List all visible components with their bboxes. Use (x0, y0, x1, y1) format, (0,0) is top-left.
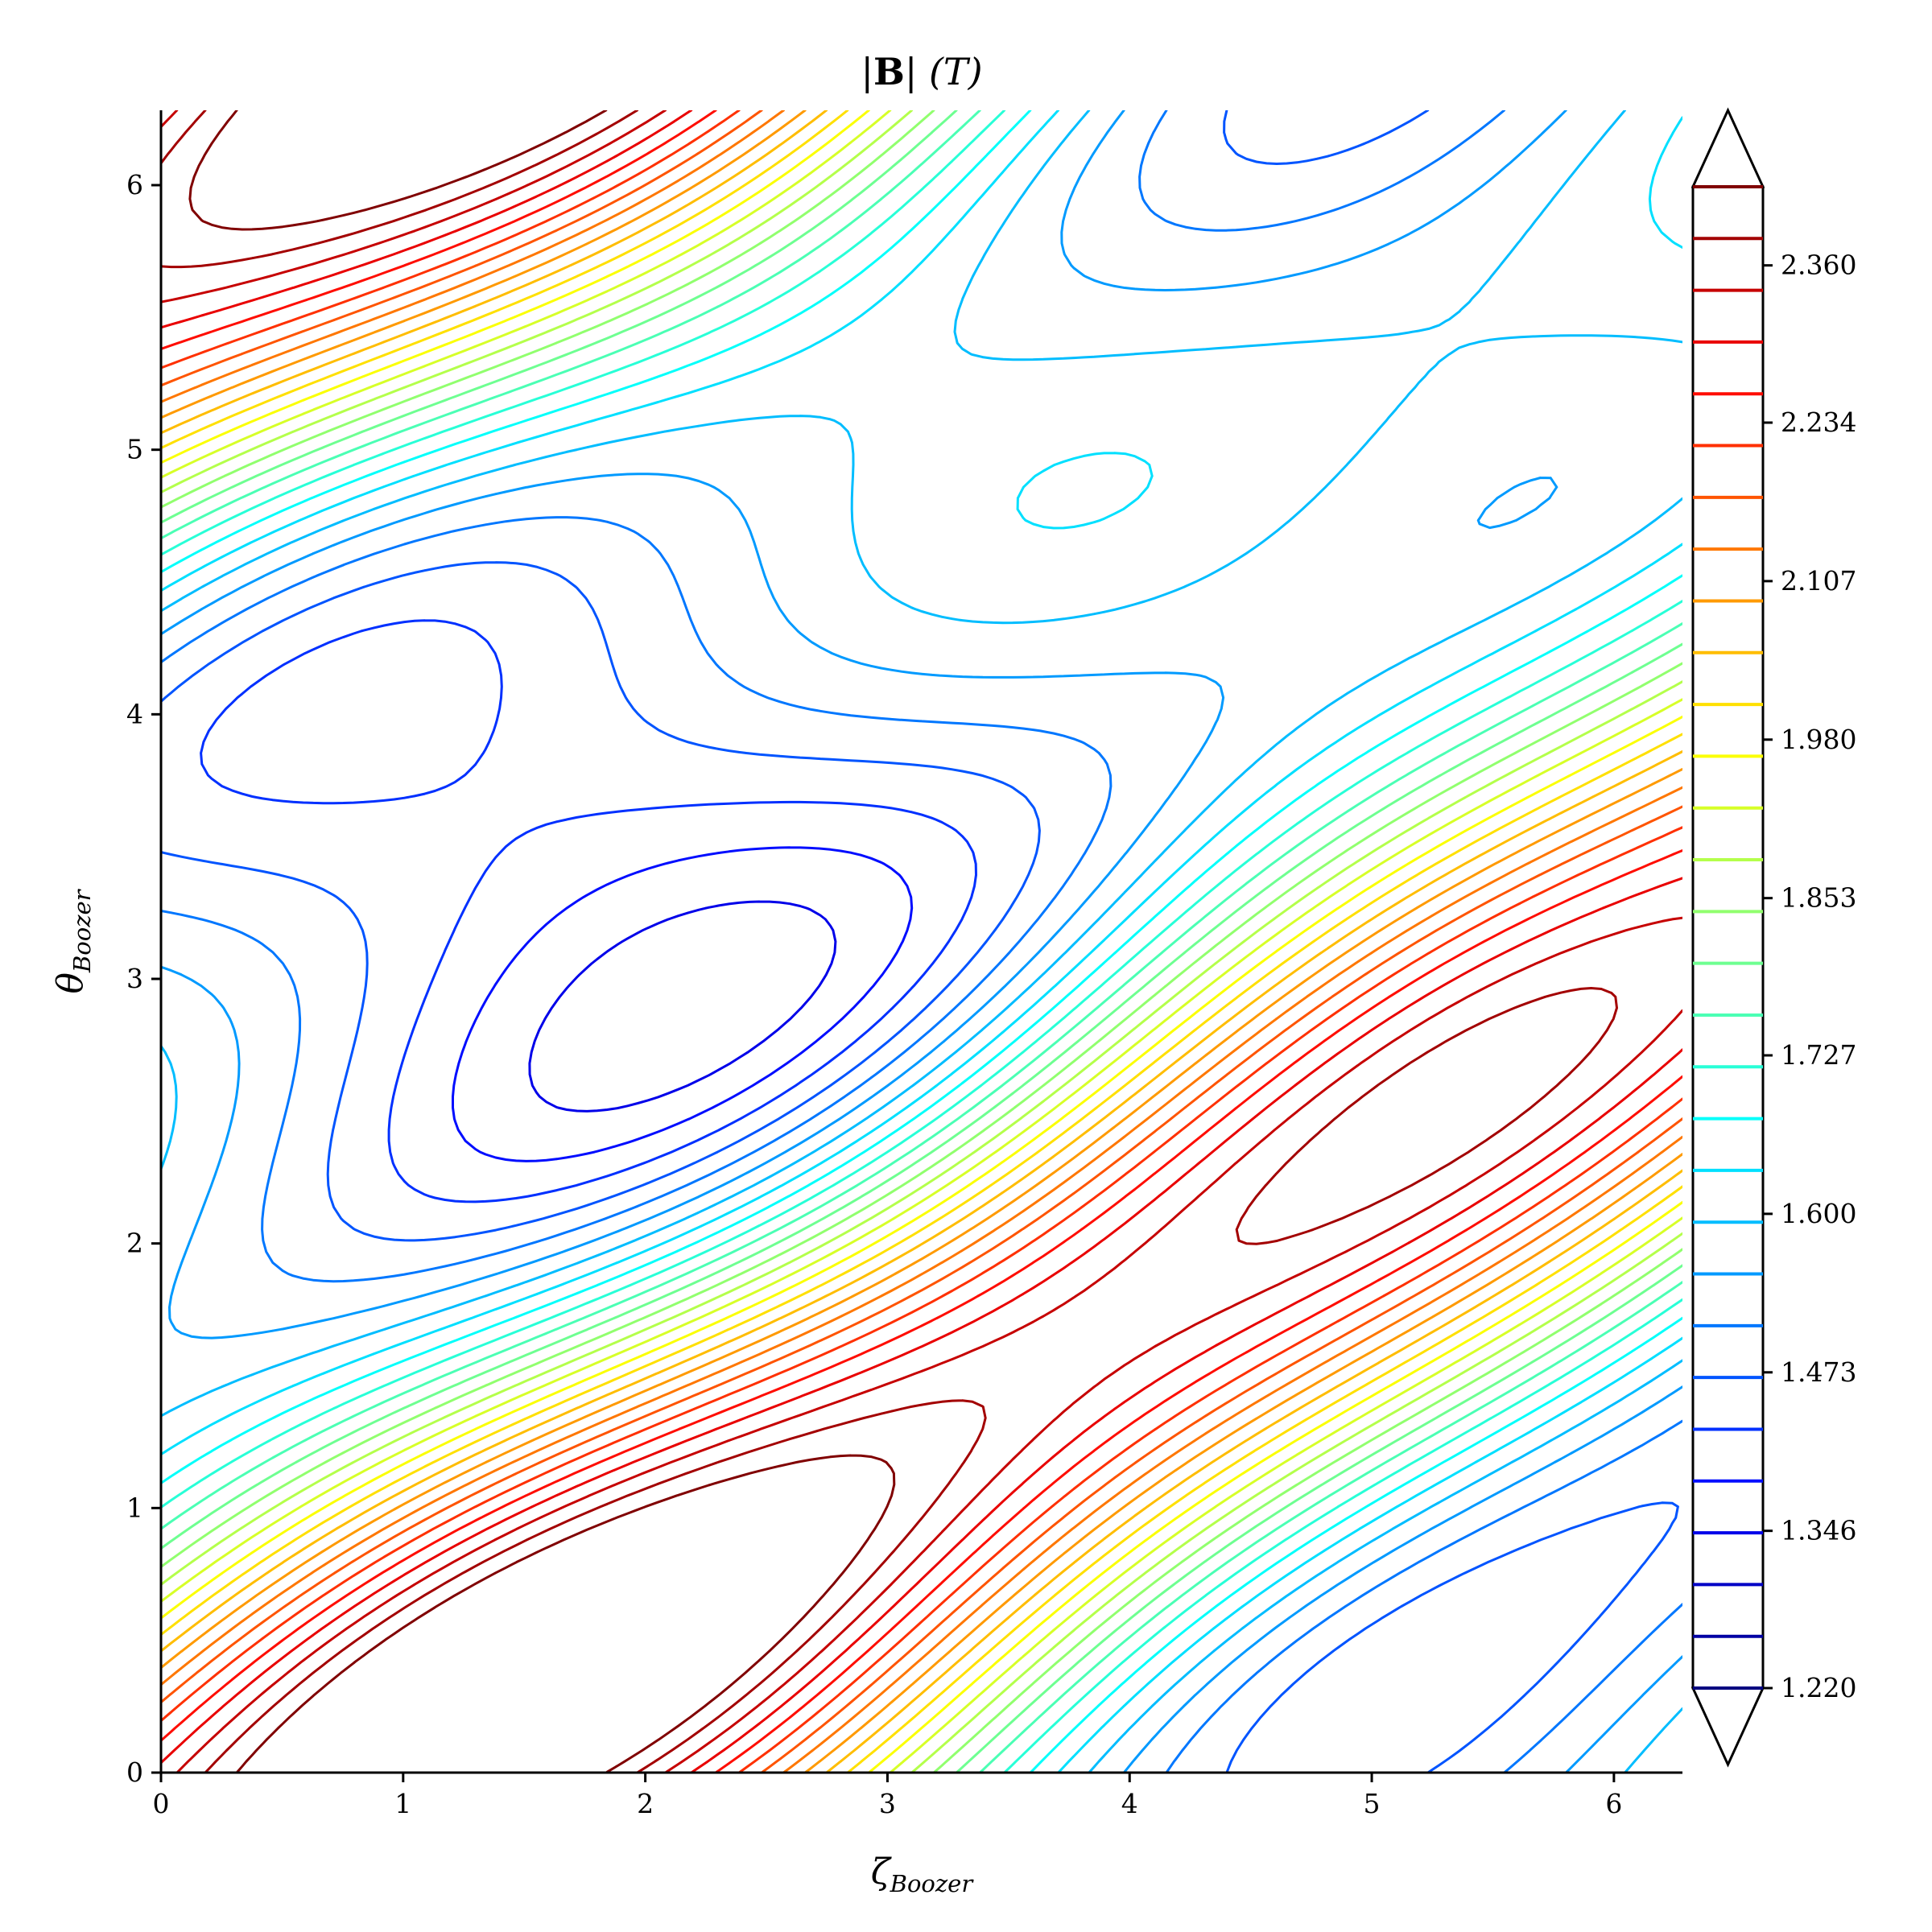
colorbar-tick-label: 1.220 (1781, 1672, 1856, 1703)
contour-level (161, 110, 1682, 1773)
contour-level (188, 110, 896, 1773)
colorbar-tick-label: 2.234 (1781, 407, 1856, 438)
contour-level (161, 110, 1682, 1773)
y-ticks: 0 1 2 3 4 5 6 (126, 169, 161, 1788)
contour-level (161, 110, 1682, 1773)
x-tick-label: 2 (637, 1788, 654, 1819)
contour-level (200, 619, 977, 1203)
contour-level (528, 900, 837, 1113)
x-tick-label: 4 (1121, 1788, 1138, 1819)
y-tick-label: 4 (126, 698, 143, 729)
contour-level (161, 110, 1682, 1773)
contour-level (161, 110, 1682, 1773)
x-tick-label: 3 (879, 1788, 896, 1819)
colorbar-tick-label: 2.107 (1781, 565, 1856, 597)
contour-level (161, 110, 1682, 1773)
colorbar-tick-label: 1.853 (1781, 882, 1856, 914)
contour-level (161, 110, 1682, 1773)
contour-level (161, 110, 1682, 1773)
colorbar-tick-label: 1.727 (1781, 1039, 1856, 1071)
colorbar-tick-label: 1.346 (1781, 1515, 1856, 1546)
y-tick-label: 2 (126, 1228, 143, 1259)
contour-level (161, 110, 1682, 1773)
contour-level (452, 846, 914, 1162)
chart-title: |B| (T) (861, 50, 982, 93)
contour-level (161, 110, 1682, 1773)
y-axis-label: θBoozer (50, 888, 96, 993)
contour-level (161, 110, 1682, 1773)
x-tick-label: 6 (1605, 1788, 1622, 1819)
x-tick-label: 1 (394, 1788, 411, 1819)
colorbar-tick-label: 1.600 (1781, 1198, 1856, 1229)
colorbar-tick-label: 1.473 (1781, 1356, 1856, 1388)
contour-level (161, 110, 1682, 1773)
contour-level (161, 110, 1682, 1773)
contour-level (161, 110, 1682, 1773)
colorbar-extend-min (1690, 1686, 1765, 1768)
y-tick-label: 3 (126, 963, 143, 994)
contour-level (161, 110, 1682, 1773)
colorbar-tick-label: 1.980 (1781, 724, 1856, 755)
contour-level (161, 110, 1618, 1773)
contour-level (161, 110, 1682, 1773)
contour-level (161, 110, 1679, 1773)
x-ticks: 0 1 2 3 4 5 6 (153, 1773, 1622, 1819)
colorbar-tick-label: 2.360 (1781, 250, 1856, 281)
colorbar: 1.220 1.346 1.473 1.600 1.727 1.853 1.980 2.107… (1690, 107, 1856, 1768)
x-tick-label: 0 (153, 1788, 170, 1819)
contour-level (161, 110, 1682, 1773)
x-tick-label: 5 (1364, 1788, 1381, 1819)
y-tick-label: 6 (126, 169, 143, 200)
contour-level (161, 110, 1682, 1773)
contour-lines (161, 110, 1682, 1773)
colorbar-frame (1691, 185, 1765, 1690)
colorbar-extend-max (1690, 107, 1765, 188)
contour-level (161, 110, 1682, 1773)
y-tick-label: 5 (126, 434, 143, 465)
contour-level (161, 110, 1682, 1773)
y-tick-label: 0 (126, 1757, 143, 1788)
contour-level (161, 110, 1682, 1773)
y-tick-label: 1 (126, 1492, 143, 1523)
x-axis-label: ζBoozer (871, 1852, 975, 1897)
